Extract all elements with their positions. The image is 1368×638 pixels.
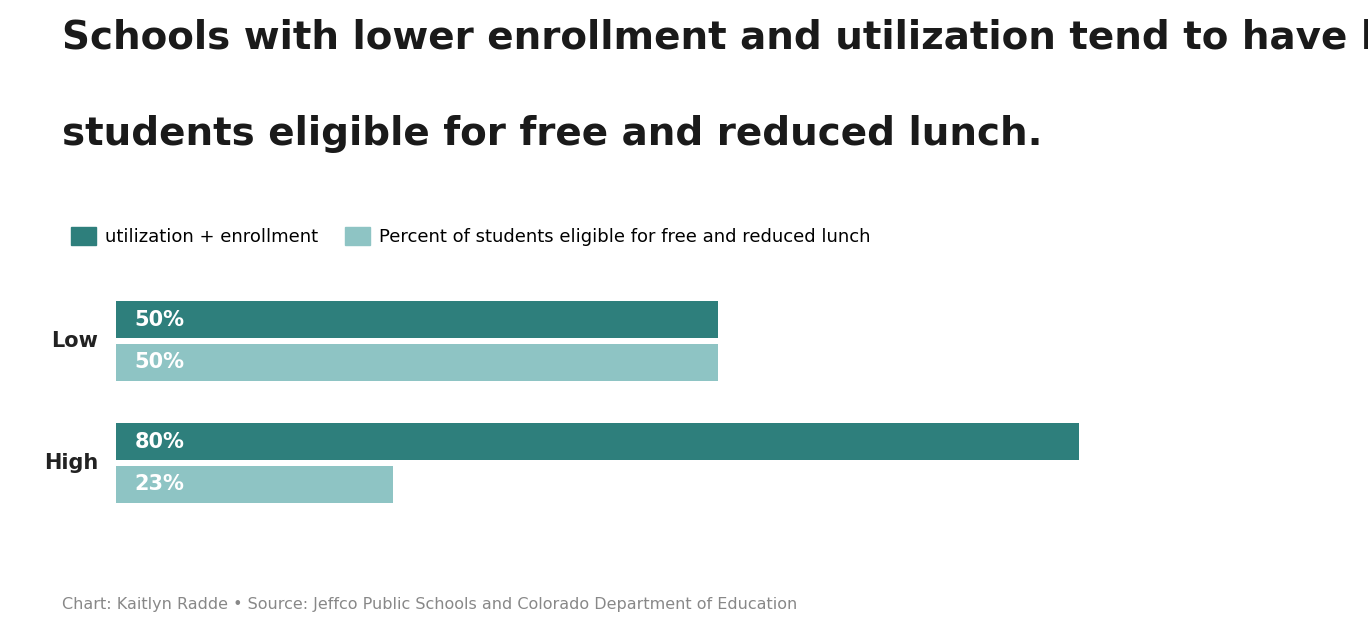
Text: 23%: 23%	[134, 474, 185, 494]
Text: 50%: 50%	[134, 309, 185, 330]
Text: Schools with lower enrollment and utilization tend to have higher rates of: Schools with lower enrollment and utiliz…	[62, 19, 1368, 57]
Text: 80%: 80%	[134, 431, 185, 452]
Bar	[116, 301, 718, 338]
Text: Low: Low	[52, 331, 98, 351]
Bar	[116, 423, 1079, 460]
Bar	[116, 344, 718, 381]
Text: 50%: 50%	[134, 352, 185, 373]
Text: students eligible for free and reduced lunch.: students eligible for free and reduced l…	[62, 115, 1042, 153]
Text: High: High	[44, 453, 98, 473]
Legend: utilization + enrollment, Percent of students eligible for free and reduced lunc: utilization + enrollment, Percent of stu…	[71, 227, 871, 246]
Text: Chart: Kaitlyn Radde • Source: Jeffco Public Schools and Colorado Department of : Chart: Kaitlyn Radde • Source: Jeffco Pu…	[62, 597, 796, 612]
Bar	[116, 466, 393, 503]
